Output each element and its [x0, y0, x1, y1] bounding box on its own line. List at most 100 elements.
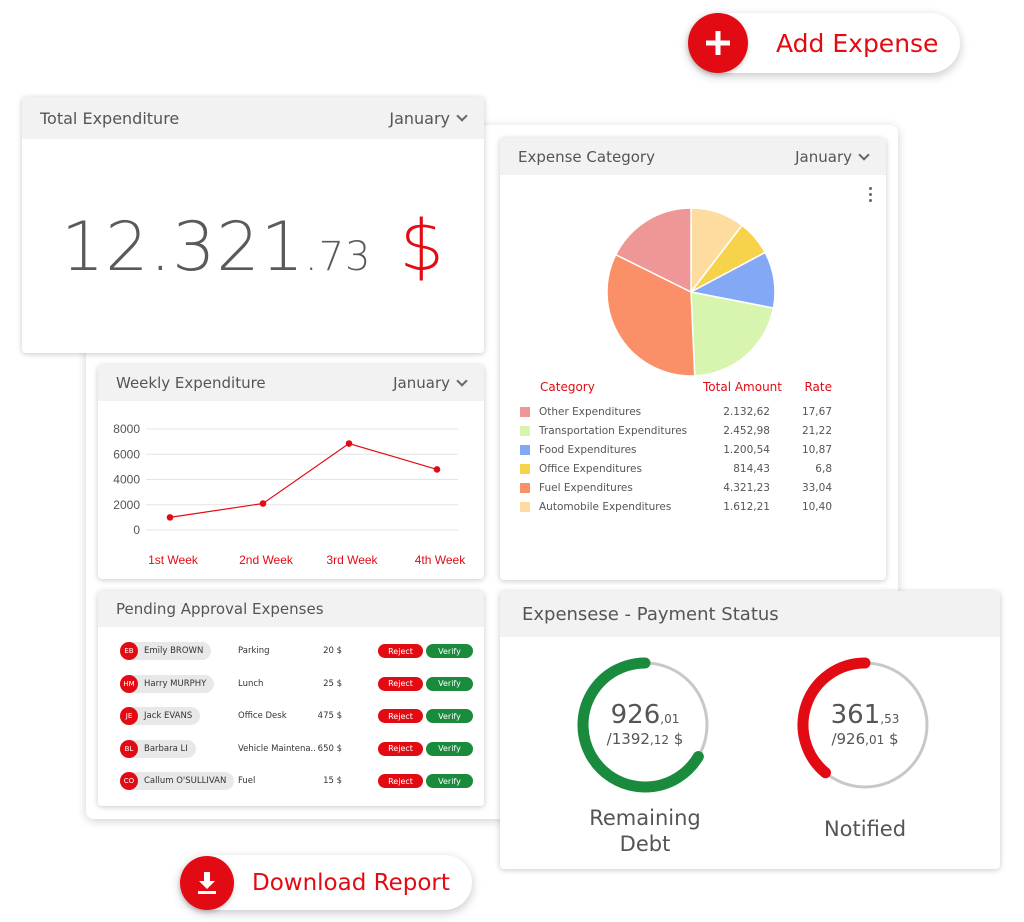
- notified-caption: Notified: [823, 817, 907, 841]
- pending-row: CO Callum O'SULLIVAN Fuel 15 $ Reject Verify: [120, 771, 480, 791]
- chevron-down-icon: [456, 110, 468, 122]
- legend-swatch: [520, 482, 530, 493]
- notified-currency: $: [884, 730, 899, 748]
- category-rate: 17,67: [801, 405, 832, 418]
- more-options-icon[interactable]: [869, 187, 875, 202]
- pie-slice[interactable]: [690, 291, 775, 377]
- employee-name: Barbara LI: [144, 743, 188, 754]
- pending-row: BL Barbara LI Vehicle Maintena.. 650 $ Rejec…: [120, 739, 480, 759]
- y-tick-label: 6000: [113, 447, 140, 461]
- weekly-expenditure-card: Weekly Expenditure January 8000 6000 4000 2…: [98, 365, 484, 579]
- employee-name: Emily BROWN: [144, 646, 204, 656]
- ring-progress: [797, 657, 871, 779]
- category-name: Automobile Expenditures: [539, 500, 672, 513]
- category-rate: 33,04: [801, 481, 832, 494]
- category-name: Other Expenditures: [539, 405, 642, 418]
- reject-button[interactable]: Reject: [378, 644, 423, 658]
- reject-button[interactable]: Reject: [378, 676, 423, 691]
- expense-item: Parking: [238, 646, 270, 656]
- download-report-label: Download Report: [252, 869, 450, 896]
- employee-chip[interactable]: JE Jack EVANS: [120, 707, 201, 725]
- category-row: Automobile Expenditures 1.612,21 10,40: [520, 497, 840, 516]
- category-row: Other Expenditures 2.132,62 17,67: [520, 402, 840, 421]
- total-expenditure-card: Total Expenditure January 12.321.73 $: [22, 97, 484, 353]
- employee-chip[interactable]: BL Barbara LI: [120, 739, 196, 758]
- expense-item: Vehicle Maintena..: [238, 743, 316, 754]
- expense-item: Fuel: [238, 776, 256, 786]
- expense-amount: 20 $: [323, 646, 342, 656]
- legend-swatch: [520, 425, 530, 436]
- category-name: Office Expenditures: [539, 462, 642, 475]
- weekly-title: Weekly Expenditure: [116, 374, 266, 392]
- data-point: [259, 500, 267, 507]
- avatar: HM: [120, 674, 138, 693]
- expense-category-card: Expense Category January Category Total …: [500, 138, 886, 580]
- legend-swatch: [520, 501, 530, 512]
- expense-amount: 475 $: [317, 711, 342, 721]
- employee-chip[interactable]: HM Harry MURPHY: [120, 674, 215, 693]
- employee-chip[interactable]: CO Callum O'SULLIVAN: [120, 772, 235, 790]
- add-expense-button[interactable]: Add Expense: [688, 13, 961, 73]
- x-tick-label: 3rd Week: [326, 553, 378, 567]
- category-row: Fuel Expenditures 4.321,23 33,04: [520, 478, 840, 497]
- debt-total-int: /1392: [606, 730, 650, 748]
- category-name-cell: Office Expenditures: [520, 463, 700, 475]
- notified-total-dec: ,01: [865, 733, 885, 747]
- employee-name: Callum O'SULLIVAN: [144, 776, 227, 786]
- pie-slice[interactable]: [606, 253, 696, 377]
- expense-amount: 650 $: [317, 743, 342, 754]
- verify-button[interactable]: Verify: [426, 644, 473, 658]
- category-rate: 6,8: [815, 462, 832, 475]
- category-pie-chart: [606, 207, 776, 377]
- category-rate: 10,40: [801, 500, 832, 513]
- category-rate: 10,87: [801, 443, 832, 456]
- ring-progress: [577, 657, 704, 793]
- pending-approval-card: Pending Approval Expenses EB Emily BROWN P…: [98, 591, 484, 806]
- category-amount: 2.452,98: [723, 424, 770, 437]
- reject-button[interactable]: Reject: [378, 741, 423, 756]
- employee-chip[interactable]: EB Emily BROWN: [120, 642, 212, 660]
- weekly-month-select[interactable]: January: [393, 374, 468, 392]
- remaining-debt-ring: [577, 657, 709, 793]
- download-report-button[interactable]: Download Report: [180, 855, 472, 910]
- verify-button[interactable]: Verify: [426, 774, 473, 788]
- notified-value: 361,53 /926,01 $: [790, 700, 940, 748]
- category-name: Transportation Expenditures: [539, 424, 688, 437]
- total-month-select[interactable]: January: [389, 109, 468, 128]
- payment-status-card: Expensese - Payment Status 926,01 /1392,…: [500, 591, 1000, 869]
- reject-button[interactable]: Reject: [378, 774, 423, 788]
- notified-ring: [797, 657, 929, 789]
- category-row: Food Expenditures 1.200,54 10,87: [520, 440, 840, 459]
- currency-symbol: $: [399, 205, 446, 287]
- debt-caption-2: Debt: [619, 832, 671, 856]
- pending-row: HM Harry MURPHY Lunch 25 $ Reject Verify: [120, 674, 480, 694]
- notified-value-dec: ,53: [880, 712, 900, 726]
- category-name-cell: Fuel Expenditures: [520, 482, 700, 494]
- payment-title: Expensese - Payment Status: [522, 603, 779, 625]
- verify-button[interactable]: Verify: [426, 676, 473, 691]
- category-amount: 4.321,23: [723, 481, 770, 494]
- category-month-label: January: [795, 147, 852, 166]
- debt-value-dec: ,01: [660, 712, 680, 726]
- category-amount: 1.200,54: [723, 443, 770, 456]
- pending-title: Pending Approval Expenses: [116, 600, 324, 618]
- expense-amount: 25 $: [323, 678, 342, 689]
- pie-slice[interactable]: [614, 207, 692, 294]
- verify-button[interactable]: Verify: [426, 709, 473, 723]
- expense-item: Lunch: [238, 678, 264, 689]
- category-name: Fuel Expenditures: [539, 481, 633, 494]
- y-tick-label: 8000: [113, 422, 140, 436]
- category-month-select[interactable]: January: [795, 147, 870, 166]
- debt-currency: $: [669, 730, 684, 748]
- total-amount: 12.321.73 $: [22, 205, 484, 287]
- category-row: Transportation Expenditures 2.452,98 21,22: [520, 421, 840, 440]
- employee-name: Jack EVANS: [144, 711, 193, 721]
- data-point: [433, 466, 441, 473]
- x-tick-label: 4th Week: [415, 553, 466, 567]
- plus-icon: [688, 13, 748, 73]
- reject-button[interactable]: Reject: [378, 709, 423, 723]
- category-name-cell: Other Expenditures: [520, 406, 700, 418]
- total-amount-dec: .73: [304, 234, 372, 280]
- verify-button[interactable]: Verify: [426, 741, 473, 756]
- series-line: [169, 442, 438, 518]
